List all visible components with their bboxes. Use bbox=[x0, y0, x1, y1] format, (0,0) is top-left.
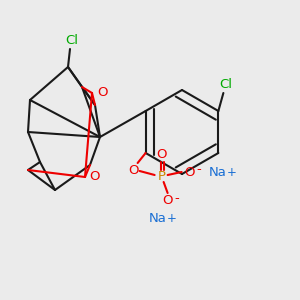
Text: Na: Na bbox=[209, 167, 226, 179]
Text: Cl: Cl bbox=[219, 77, 232, 91]
Text: Cl: Cl bbox=[65, 34, 79, 46]
Text: O: O bbox=[156, 148, 167, 160]
Text: O: O bbox=[128, 164, 139, 178]
Text: P: P bbox=[158, 169, 166, 182]
Text: -: - bbox=[196, 164, 201, 176]
Text: +: + bbox=[227, 166, 237, 178]
Text: O: O bbox=[90, 169, 100, 182]
Text: O: O bbox=[97, 85, 107, 98]
Text: Na: Na bbox=[149, 212, 167, 226]
Text: +: + bbox=[167, 212, 177, 224]
Text: O: O bbox=[162, 194, 173, 208]
Text: -: - bbox=[174, 193, 179, 206]
Text: O: O bbox=[184, 166, 195, 178]
